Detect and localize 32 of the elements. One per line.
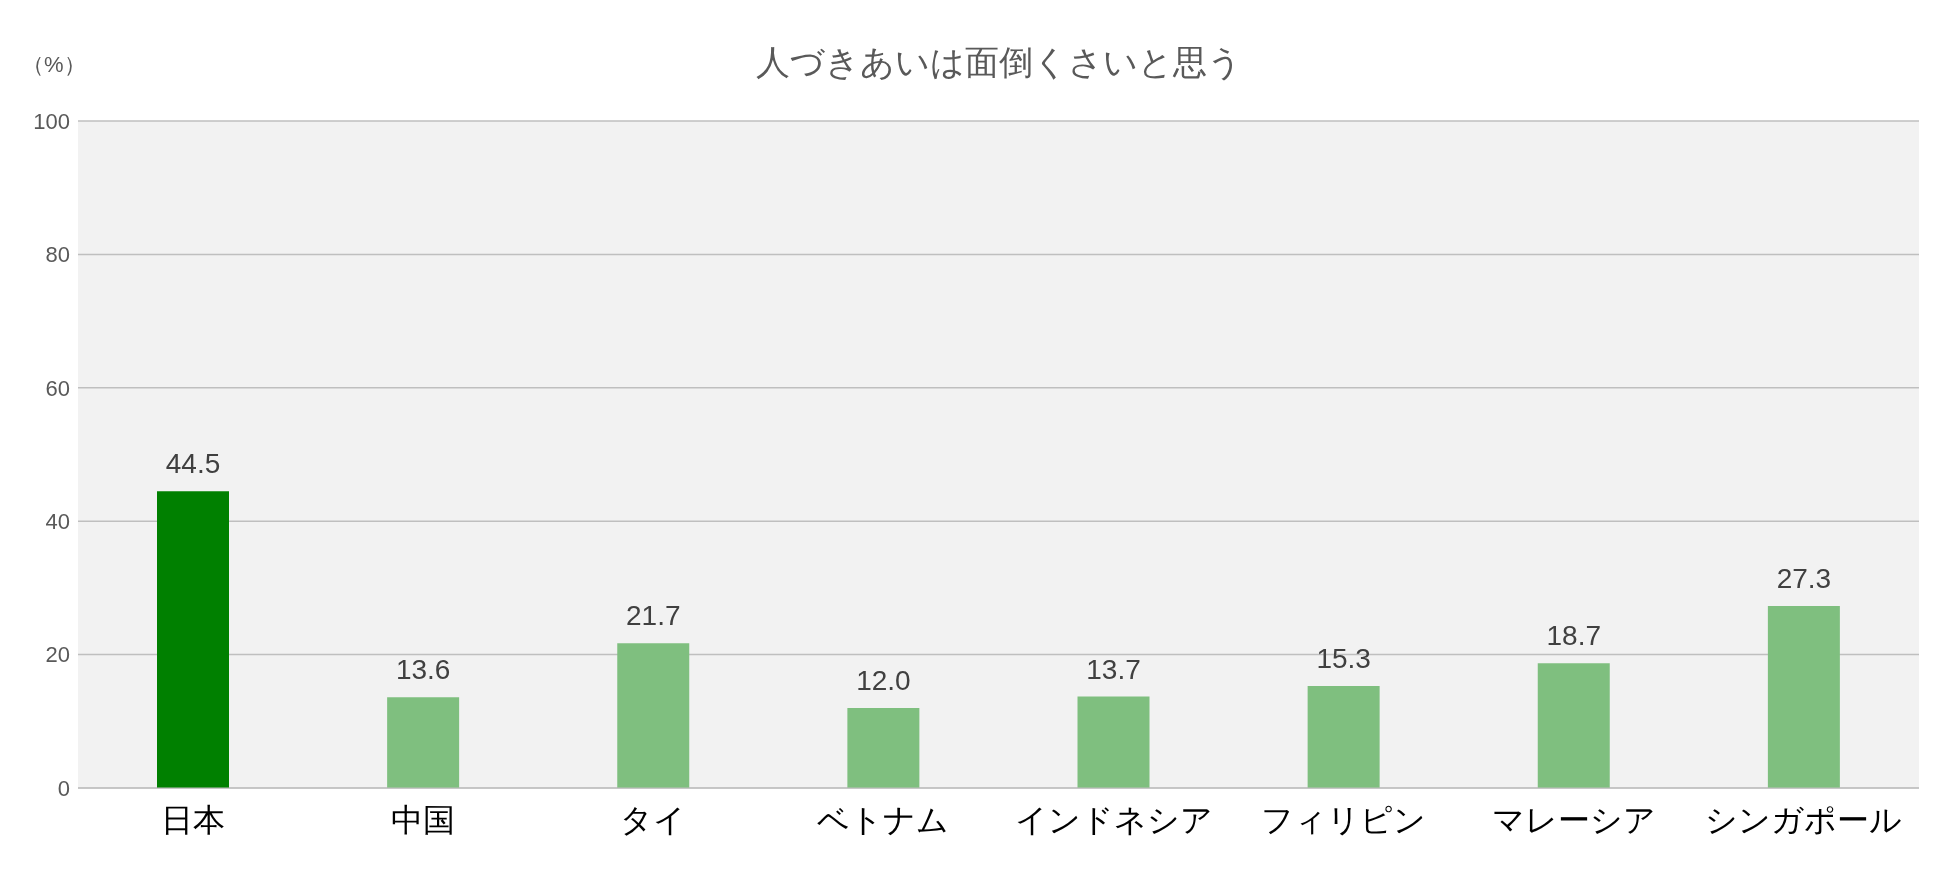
bar xyxy=(1537,663,1610,788)
chart-title: 人づきあいは面倒くさいと思う xyxy=(754,42,1243,83)
bar xyxy=(1307,685,1380,788)
x-tick-label: 中国 xyxy=(391,801,456,838)
data-label: 27.3 xyxy=(1776,562,1832,594)
data-label: 12.0 xyxy=(856,664,911,696)
y-tick-label: 100 xyxy=(33,108,70,134)
data-label: 13.7 xyxy=(1086,653,1141,685)
data-label: 18.7 xyxy=(1546,620,1601,652)
x-tick-label: フィリピン xyxy=(1261,801,1427,838)
y-tick-label: 40 xyxy=(45,509,70,535)
x-tick-label: インドネシア xyxy=(1014,801,1213,838)
data-label: 13.6 xyxy=(395,654,451,686)
x-tick-label: ベトナム xyxy=(817,801,950,838)
y-tick-label: 20 xyxy=(45,642,70,668)
x-tick-label: タイ xyxy=(620,801,687,838)
x-tick-label: シンガポール xyxy=(1705,801,1903,838)
bar xyxy=(1767,605,1840,788)
data-label: 44.5 xyxy=(165,448,221,480)
bar xyxy=(1077,696,1150,788)
data-label: 15.3 xyxy=(1316,642,1371,674)
y-tick-label: 60 xyxy=(45,375,70,401)
bar xyxy=(847,707,920,788)
bar xyxy=(617,643,690,788)
x-tick-label: マレーシア xyxy=(1491,801,1656,838)
y-axis-title: （%） xyxy=(22,51,86,79)
y-tick-label: 0 xyxy=(57,775,70,801)
bar xyxy=(387,697,460,788)
data-label: 21.7 xyxy=(626,600,681,632)
y-tick-label: 80 xyxy=(45,242,70,268)
bar xyxy=(157,491,229,788)
x-tick-label: 日本 xyxy=(161,801,226,838)
